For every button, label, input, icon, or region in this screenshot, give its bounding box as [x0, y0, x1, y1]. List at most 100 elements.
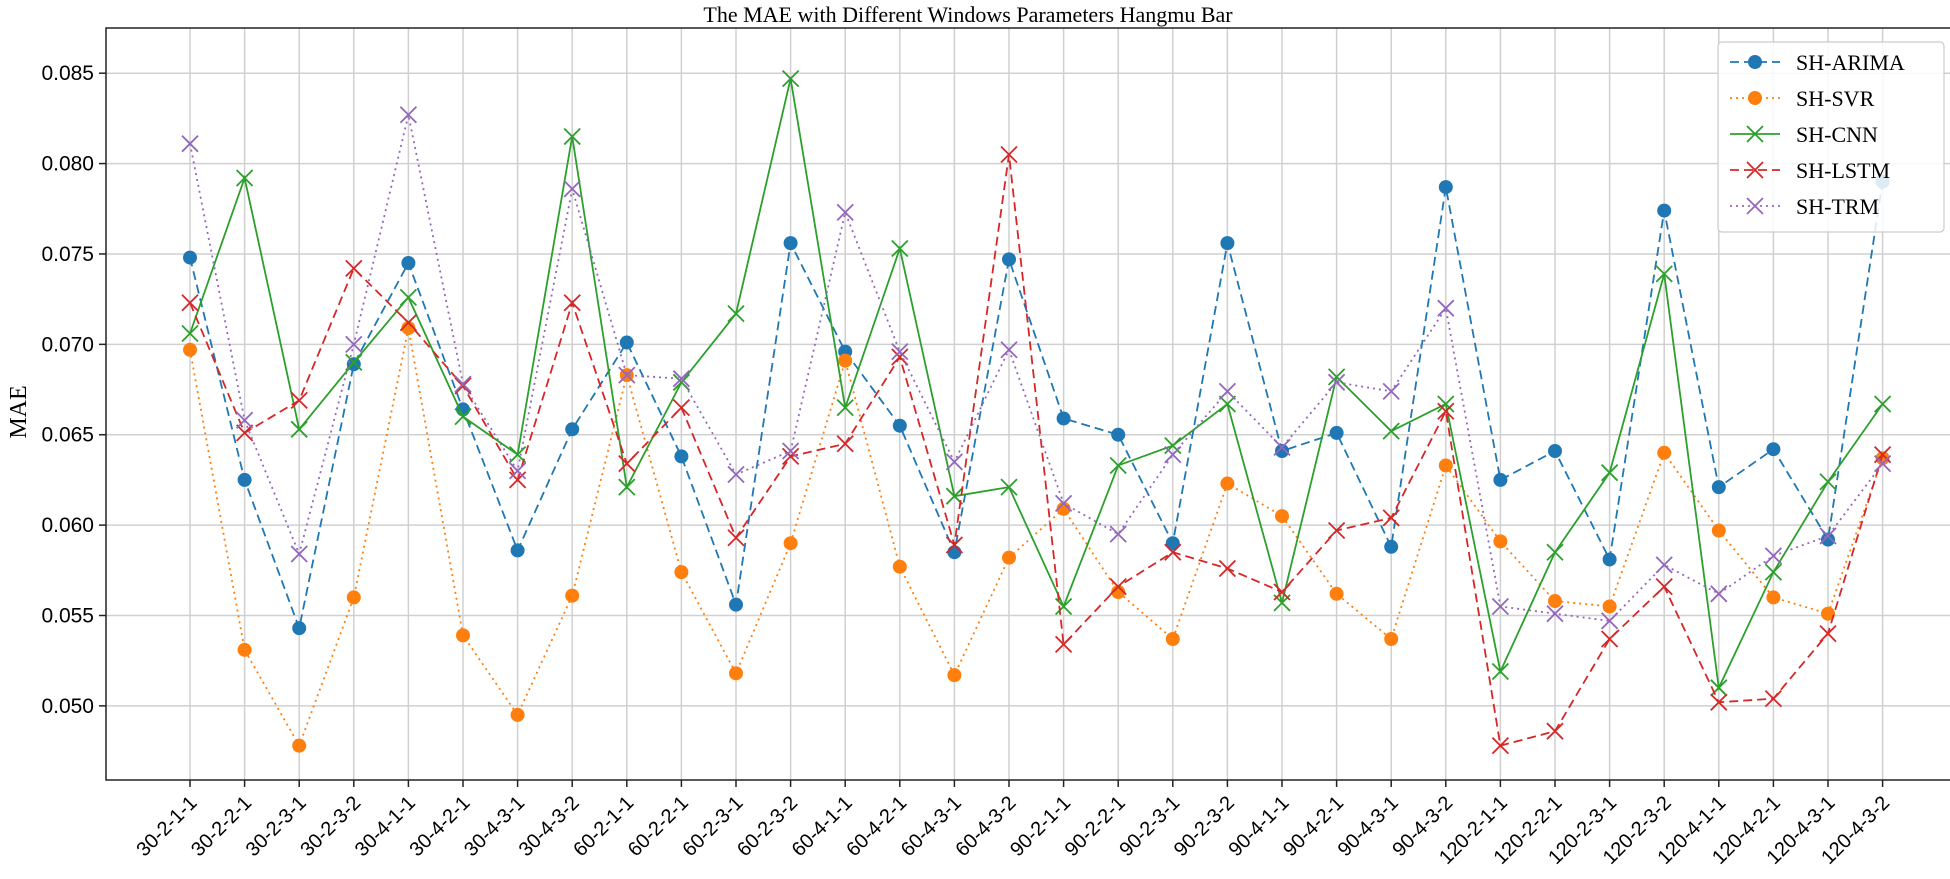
x-marker-stroke — [1273, 438, 1291, 457]
data-point-sh-trm — [945, 453, 964, 471]
data-point-sh-trm — [1600, 612, 1619, 630]
data-point-sh-cnn — [563, 127, 581, 146]
y-tick-label: 0.070 — [41, 333, 94, 356]
data-point-sh-arima — [1165, 536, 1180, 551]
data-point-sh-arima — [1766, 442, 1781, 457]
x-marker-stroke — [345, 335, 363, 353]
data-point-sh-svr — [565, 588, 580, 603]
x-marker-stroke — [945, 453, 964, 471]
y-tick-label: 0.085 — [41, 62, 94, 85]
x-marker-stroke — [727, 529, 745, 547]
x-marker-stroke — [454, 408, 472, 426]
data-point-sh-lstm — [945, 536, 964, 554]
data-point-sh-trm — [1546, 605, 1564, 623]
data-point-sh-lstm — [1546, 722, 1564, 740]
data-point-sh-cnn — [1873, 395, 1892, 413]
data-point-sh-svr — [1766, 590, 1781, 605]
x-marker-stroke — [1000, 341, 1018, 359]
data-point-sh-cnn — [235, 169, 254, 187]
x-marker-stroke — [618, 366, 636, 384]
chart-title: The MAE with Different Windows Parameter… — [703, 2, 1233, 27]
data-point-sh-cnn — [672, 373, 691, 391]
x-marker-stroke — [1873, 455, 1892, 473]
data-point-sh-arima — [565, 422, 580, 437]
x-marker-stroke — [1164, 543, 1182, 561]
data-point-sh-lstm — [454, 377, 472, 395]
data-point-sh-cnn — [891, 239, 909, 258]
x-marker-stroke — [1218, 382, 1237, 400]
data-point-sh-lstm — [1218, 559, 1237, 578]
legend-item-sh-svr: SH-SVR — [1730, 86, 1875, 111]
data-point-sh-svr — [1493, 534, 1508, 549]
data-point-sh-svr — [1275, 509, 1289, 524]
x-marker-stroke — [345, 259, 363, 278]
data-point-sh-cnn — [1491, 662, 1510, 681]
data-point-sh-svr — [1711, 523, 1726, 538]
x-marker-stroke — [1164, 436, 1182, 455]
data-point-sh-cnn — [1000, 478, 1018, 496]
data-point-sh-trm — [781, 442, 800, 460]
legend-box — [1717, 41, 1945, 233]
data-point-sh-arima — [1329, 425, 1344, 440]
x-marker-stroke — [1873, 395, 1892, 413]
series-line-sh-cnn — [189, 78, 1884, 691]
series-sh-arima — [183, 174, 1890, 636]
data-point-sh-arima — [1493, 472, 1508, 487]
x-marker-stroke — [1054, 635, 1073, 654]
x-marker-stroke — [1437, 299, 1455, 317]
legend-item-sh-arima: SH-ARIMA — [1730, 50, 1905, 75]
data-point-sh-svr — [1220, 476, 1235, 491]
x-marker-stroke — [1218, 395, 1237, 413]
data-point-sh-arima — [1657, 203, 1672, 218]
x-marker-stroke — [1655, 577, 1673, 596]
x-marker-stroke — [781, 442, 800, 460]
data-point-sh-arima — [1056, 411, 1071, 426]
x-marker-stroke — [181, 294, 199, 312]
legend-marker — [1746, 125, 1764, 143]
data-point-sh-cnn — [618, 478, 636, 496]
x-marker-stroke — [235, 411, 254, 429]
series-line-sh-trm — [189, 114, 1884, 622]
data-point-sh-lstm — [1273, 583, 1291, 601]
data-point-sh-cnn — [1764, 563, 1783, 581]
data-point-sh-trm — [1437, 299, 1455, 317]
x-marker-stroke — [1437, 402, 1455, 420]
data-point-sh-cnn — [1819, 473, 1837, 491]
x-marker-stroke — [508, 462, 527, 480]
data-point-sh-arima — [1821, 532, 1835, 547]
data-point-sh-arima — [183, 250, 197, 265]
series-line-sh-svr — [189, 327, 1884, 748]
x-marker-stroke — [290, 420, 308, 438]
x-marker-stroke — [1327, 521, 1346, 540]
data-point-sh-arima — [892, 418, 907, 433]
x-marker-stroke — [1819, 473, 1837, 491]
data-point-sh-lstm — [1054, 635, 1073, 654]
plot-frame — [105, 27, 1950, 781]
data-point-sh-lstm — [1327, 521, 1346, 540]
x-marker-stroke — [1000, 478, 1018, 496]
data-point-sh-lstm — [1491, 737, 1510, 755]
legend-item-sh-lstm: SH-LSTM — [1730, 158, 1890, 183]
x-marker-stroke — [1054, 494, 1073, 513]
legend-label: SH-SVR — [1796, 86, 1875, 111]
data-point-sh-arima — [1548, 444, 1562, 458]
data-point-sh-svr — [1821, 606, 1835, 621]
data-point-sh-cnn — [1109, 456, 1127, 475]
data-point-sh-cnn — [1710, 679, 1728, 697]
data-point-sh-lstm — [290, 391, 308, 410]
x-marker-stroke — [1764, 690, 1783, 708]
data-point-sh-trm — [1000, 341, 1018, 359]
data-point-sh-trm — [1218, 382, 1237, 400]
data-point-sh-arima — [1220, 236, 1235, 251]
x-marker-stroke — [945, 536, 964, 554]
legend-marker — [1748, 55, 1762, 69]
x-marker-stroke — [945, 487, 964, 505]
x-marker-stroke — [1710, 693, 1728, 711]
data-point-sh-cnn — [1600, 464, 1619, 482]
data-point-sh-svr — [183, 342, 197, 357]
data-point-sh-trm — [345, 335, 363, 353]
data-point-sh-trm — [181, 135, 199, 153]
legend-item-sh-cnn: SH-CNN — [1730, 122, 1878, 147]
data-point-sh-svr — [892, 559, 907, 574]
y-axis: 0.050 0.055 0.060 0.065 0.070 0.075 0.080 0.085 — [41, 62, 106, 718]
